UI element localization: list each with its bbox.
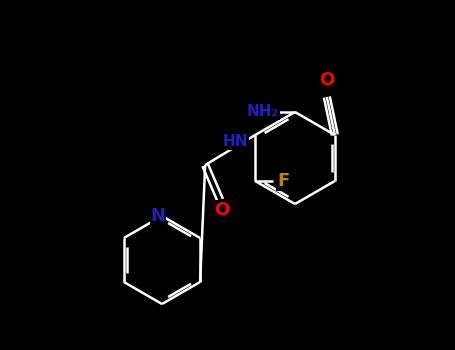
Text: N: N <box>151 207 166 225</box>
Text: O: O <box>215 201 230 219</box>
Text: F: F <box>277 172 289 190</box>
Text: HN: HN <box>222 134 248 149</box>
Text: NH₂: NH₂ <box>247 105 279 119</box>
Text: O: O <box>319 71 334 89</box>
